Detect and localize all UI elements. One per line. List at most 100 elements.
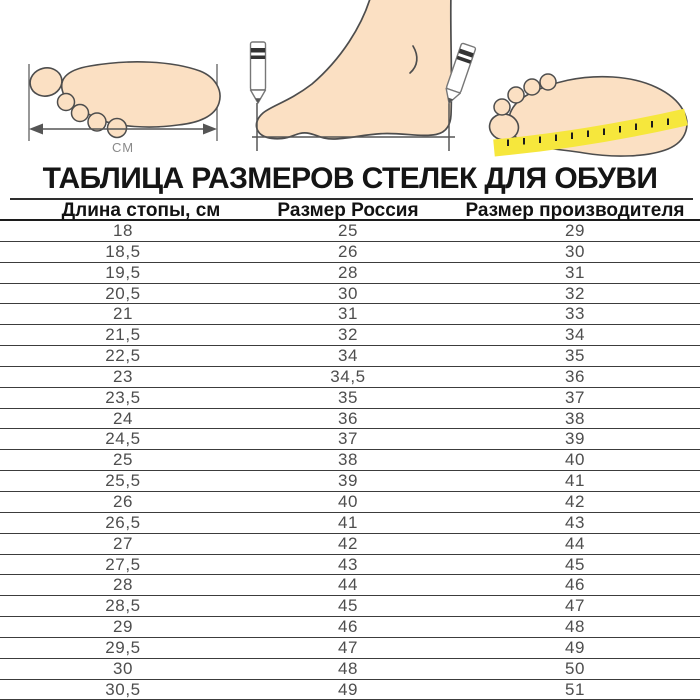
table-row: 29 46 48 — [0, 617, 700, 638]
table-cell: 28 — [337, 262, 359, 282]
table-cell: 38 — [337, 450, 359, 470]
table-cell: 51 — [564, 679, 586, 699]
toe — [493, 98, 511, 116]
table-cell: 24 — [112, 408, 134, 428]
toe — [539, 73, 557, 91]
table-row: 28 44 46 — [0, 575, 700, 597]
table-cell: 50 — [564, 658, 586, 678]
measurement-illustrations: СМ — [28, 0, 688, 157]
table-cell: 49 — [337, 679, 359, 699]
toe — [507, 86, 525, 104]
toe — [70, 103, 90, 123]
cm-label: СМ — [112, 140, 134, 155]
table-row: 28,5 45 47 — [0, 596, 700, 618]
table-cell: 33 — [564, 304, 586, 324]
table-cell: 41 — [337, 512, 359, 532]
table-cell: 35 — [564, 346, 586, 366]
table-row: 30 48 50 — [0, 659, 700, 680]
table-cell: 34,5 — [330, 366, 366, 386]
table-row: 22,5 34 35 — [0, 346, 700, 367]
table-cell: 29 — [564, 221, 586, 240]
table-cell: 48 — [564, 617, 586, 637]
table-cell: 31 — [564, 262, 586, 282]
table-cell: 36 — [564, 366, 586, 386]
table-cell: 21 — [112, 304, 134, 324]
table-row: 24,5 37 39 — [0, 429, 700, 451]
table-cell: 42 — [337, 533, 359, 553]
table-row: 30,5 49 51 — [0, 680, 700, 700]
table-cell: 48 — [337, 658, 359, 678]
table-cell: 40 — [337, 491, 359, 511]
size-table: Длина стопы, см Размер Россия Размер про… — [0, 200, 700, 700]
table-cell: 46 — [564, 575, 586, 595]
table-cell: 42 — [564, 491, 586, 511]
table-cell: 30 — [337, 283, 359, 303]
table-cell: 30 — [112, 658, 134, 678]
table-cell: 49 — [564, 637, 586, 657]
table-row: 23 34,5 36 — [0, 367, 700, 388]
table-row: 18 25 29 — [0, 221, 700, 242]
toe — [106, 117, 128, 139]
table-row: 19,5 28 31 — [0, 263, 700, 284]
table-row: 29,5 47 49 — [0, 638, 700, 659]
table-cell: 44 — [564, 533, 586, 553]
table-cell: 18,5 — [105, 241, 141, 261]
table-cell: 23 — [112, 366, 134, 386]
table-cell: 29 — [112, 617, 134, 637]
ankle-mark — [409, 45, 418, 74]
table-row: 21,5 32 34 — [0, 325, 700, 347]
column-header-russia-size: Размер Россия — [277, 200, 419, 221]
foot-profile — [255, 0, 453, 140]
table-cell: 30 — [564, 241, 586, 261]
table-cell: 29,5 — [105, 637, 141, 657]
table-cell: 36 — [337, 408, 359, 428]
table-cell: 39 — [337, 471, 359, 491]
table-cell: 43 — [337, 554, 359, 574]
table-cell: 27,5 — [105, 554, 141, 574]
table-cell: 37 — [564, 387, 586, 407]
foot-sole-length-illustration: СМ — [28, 61, 221, 155]
column-header-manufacturer-size: Размер производителя — [465, 200, 685, 221]
table-header-row: Длина стопы, см Размер Россия Размер про… — [0, 200, 700, 221]
table-top-divider — [10, 198, 693, 200]
table-cell: 24,5 — [105, 429, 141, 449]
table-cell: 25,5 — [105, 471, 141, 491]
table-cell: 34 — [337, 346, 359, 366]
big-toe — [29, 67, 63, 97]
table-cell: 32 — [564, 283, 586, 303]
table-cell: 44 — [337, 575, 359, 595]
table-cell: 28,5 — [105, 596, 141, 616]
table-cell: 25 — [337, 221, 359, 240]
table-cell: 43 — [564, 512, 586, 532]
table-cell: 35 — [337, 387, 359, 407]
table-cell: 23,5 — [105, 387, 141, 407]
table-row: 26,5 41 43 — [0, 513, 700, 534]
table-cell: 38 — [564, 408, 586, 428]
table-cell: 22,5 — [105, 346, 141, 366]
table-cell: 18 — [112, 221, 134, 240]
table-cell: 31 — [337, 304, 359, 324]
table-cell: 37 — [337, 429, 359, 449]
page-title: ТАБЛИЦА РАЗМЕРОВ СТЕЛЕК ДЛЯ ОБУВИ — [42, 162, 658, 195]
table-row: 27,5 43 45 — [0, 555, 700, 576]
toe — [87, 112, 107, 132]
toe — [56, 92, 76, 112]
table-row: 26 40 42 — [0, 492, 700, 513]
table-cell: 28 — [112, 575, 134, 595]
table-row: 20,5 30 32 — [0, 284, 700, 305]
table-row: 18,5 26 30 — [0, 242, 700, 263]
foot-sole-tape-illustration — [488, 73, 688, 157]
table-cell: 30,5 — [105, 679, 141, 699]
table-cell: 32 — [337, 325, 359, 345]
table-cell: 39 — [564, 429, 586, 449]
table-cell: 47 — [337, 637, 359, 657]
pencil-icon-right — [445, 42, 477, 104]
tape-tick-marks — [507, 118, 669, 146]
length-arrow — [29, 123, 217, 135]
table-body: 18 25 29 18,5 26 30 19,5 28 31 20,5 30 32 21 31 33 21,5… — [0, 221, 700, 700]
table-cell: 41 — [564, 471, 586, 491]
table-cell: 45 — [337, 596, 359, 616]
table-row: 21 31 33 — [0, 304, 700, 326]
foot-profile-illustration — [249, 0, 477, 151]
